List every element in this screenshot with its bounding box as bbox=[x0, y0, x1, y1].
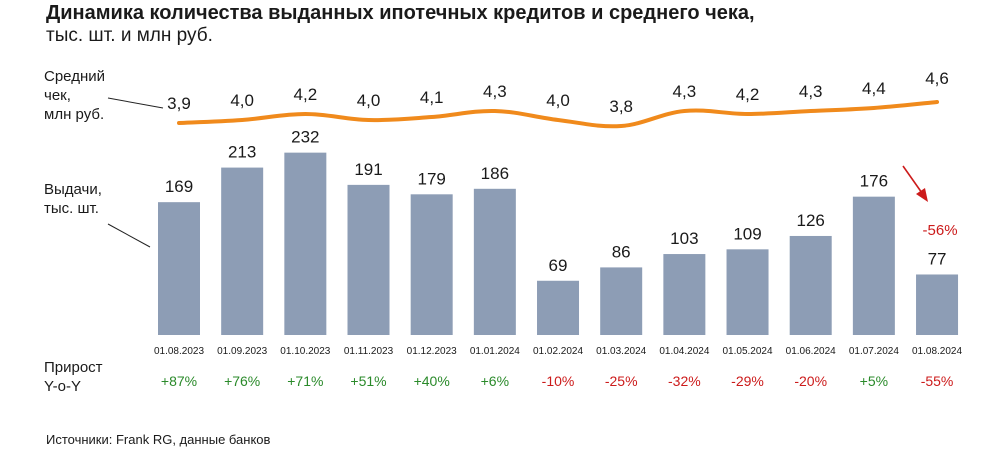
line-value-label: 4,3 bbox=[673, 82, 697, 101]
x-tick-label: 01.05.2024 bbox=[722, 346, 772, 357]
x-tick-label: 01.12.2023 bbox=[407, 346, 457, 357]
line-value-label: 4,3 bbox=[483, 82, 507, 101]
bar-value-label: 186 bbox=[481, 164, 509, 183]
bar-value-label: 232 bbox=[291, 128, 319, 147]
line-value-label: 4,6 bbox=[925, 69, 949, 88]
yoy-label: -20% bbox=[794, 373, 827, 389]
growth-label: Прирост Y-o-Y bbox=[44, 358, 103, 396]
yoy-label: -10% bbox=[542, 373, 575, 389]
change-annotation: -56% bbox=[923, 222, 958, 239]
yoy-label: -32% bbox=[668, 373, 701, 389]
x-tick-label: 01.08.2024 bbox=[912, 346, 962, 357]
bar bbox=[789, 235, 832, 335]
bar bbox=[852, 196, 895, 335]
x-tick-label: 01.06.2024 bbox=[786, 346, 836, 357]
bar bbox=[284, 152, 327, 335]
line-value-label: 4,1 bbox=[420, 88, 444, 107]
yoy-label: +40% bbox=[414, 373, 450, 389]
line-value-label: 4,3 bbox=[799, 82, 823, 101]
bar bbox=[600, 267, 643, 335]
line-value-label: 4,0 bbox=[230, 91, 254, 110]
bar-value-label: 179 bbox=[417, 169, 445, 188]
x-tick-label: 01.04.2024 bbox=[659, 346, 709, 357]
annotation: 77 -56% bbox=[902, 165, 958, 268]
chart-title: Динамика количества выданных ипотечных к… bbox=[46, 2, 755, 24]
bar-value-label: 103 bbox=[670, 229, 698, 248]
avg-check-label-line: чек, bbox=[44, 87, 71, 104]
bar-value-label: 69 bbox=[549, 256, 568, 275]
yoy-label: -25% bbox=[605, 373, 638, 389]
yoy-label: +6% bbox=[481, 373, 509, 389]
yoy-label: +87% bbox=[161, 373, 197, 389]
line-value-label: 4,4 bbox=[862, 79, 886, 98]
bar bbox=[347, 184, 390, 335]
x-tick-label: 01.09.2023 bbox=[217, 346, 267, 357]
yoy-label: +76% bbox=[224, 373, 260, 389]
bar bbox=[473, 188, 516, 335]
line-value-label: 3,9 bbox=[167, 94, 191, 113]
line-value-label: 3,8 bbox=[609, 97, 633, 116]
chart-subtitle: тыс. шт. и млн руб. bbox=[46, 25, 213, 46]
yoy-label: +51% bbox=[350, 373, 386, 389]
x-tick-label: 01.07.2024 bbox=[849, 346, 899, 357]
bar-series: 169 01.08.2023 +87% 213 01.09.2023 +76% 232 01.… bbox=[154, 128, 963, 389]
line-series: 3,9 4,0 4,2 4,0 4,1 4,3 4,0 3,8 4,3 4,2 4,3 4,4 4,6 bbox=[167, 69, 949, 129]
avg-check-label-line: млн руб. bbox=[44, 106, 105, 123]
avg-check-label: Средний чек, млн руб. bbox=[44, 67, 105, 124]
x-tick-label: 01.03.2024 bbox=[596, 346, 646, 357]
change-arrow-head bbox=[916, 188, 928, 202]
source-note: Источники: Frank RG, данные банков bbox=[46, 432, 271, 447]
bar-value-label: 109 bbox=[733, 224, 761, 243]
bar bbox=[410, 194, 453, 335]
x-tick-label: 01.11.2023 bbox=[344, 346, 394, 357]
bar-value-label: 86 bbox=[612, 242, 631, 261]
issuance-label-line: Выдачи, bbox=[44, 181, 102, 198]
avg-check-leader-line bbox=[107, 97, 164, 109]
bar bbox=[916, 274, 959, 335]
bar-value-label: 191 bbox=[354, 160, 382, 179]
bar bbox=[537, 280, 580, 335]
bar-value-label: 176 bbox=[860, 172, 888, 191]
bar-value-label: 213 bbox=[228, 143, 256, 162]
issuance-label-line: тыс. шт. bbox=[44, 200, 99, 217]
bar bbox=[726, 249, 769, 335]
avg-check-label-line: Средний bbox=[44, 68, 105, 85]
avg-check-line bbox=[177, 100, 940, 129]
x-tick-label: 01.10.2023 bbox=[280, 346, 330, 357]
bar bbox=[158, 202, 200, 335]
x-tick-label: 01.08.2023 bbox=[154, 346, 204, 357]
line-value-label: 4,2 bbox=[294, 85, 318, 104]
line-value-label: 4,0 bbox=[546, 91, 570, 110]
bar-value-label: 126 bbox=[797, 211, 825, 230]
yoy-label: -29% bbox=[731, 373, 764, 389]
bar-value-label: 77 bbox=[928, 249, 947, 268]
yoy-label: +71% bbox=[287, 373, 323, 389]
issuance-leader-line bbox=[107, 223, 151, 248]
bar bbox=[663, 254, 706, 335]
growth-label-line: Y-o-Y bbox=[44, 378, 81, 395]
bar-value-label: 169 bbox=[165, 177, 193, 196]
issuance-label: Выдачи, тыс. шт. bbox=[44, 180, 102, 218]
yoy-label: +5% bbox=[860, 373, 888, 389]
yoy-label: -55% bbox=[921, 373, 954, 389]
growth-label-line: Прирост bbox=[44, 359, 103, 376]
x-tick-label: 01.02.2024 bbox=[533, 346, 583, 357]
bar bbox=[221, 167, 264, 335]
change-arrow-shaft bbox=[902, 165, 923, 194]
x-tick-label: 01.01.2024 bbox=[470, 346, 520, 357]
line-value-label: 4,0 bbox=[357, 91, 381, 110]
line-value-label: 4,2 bbox=[736, 85, 760, 104]
